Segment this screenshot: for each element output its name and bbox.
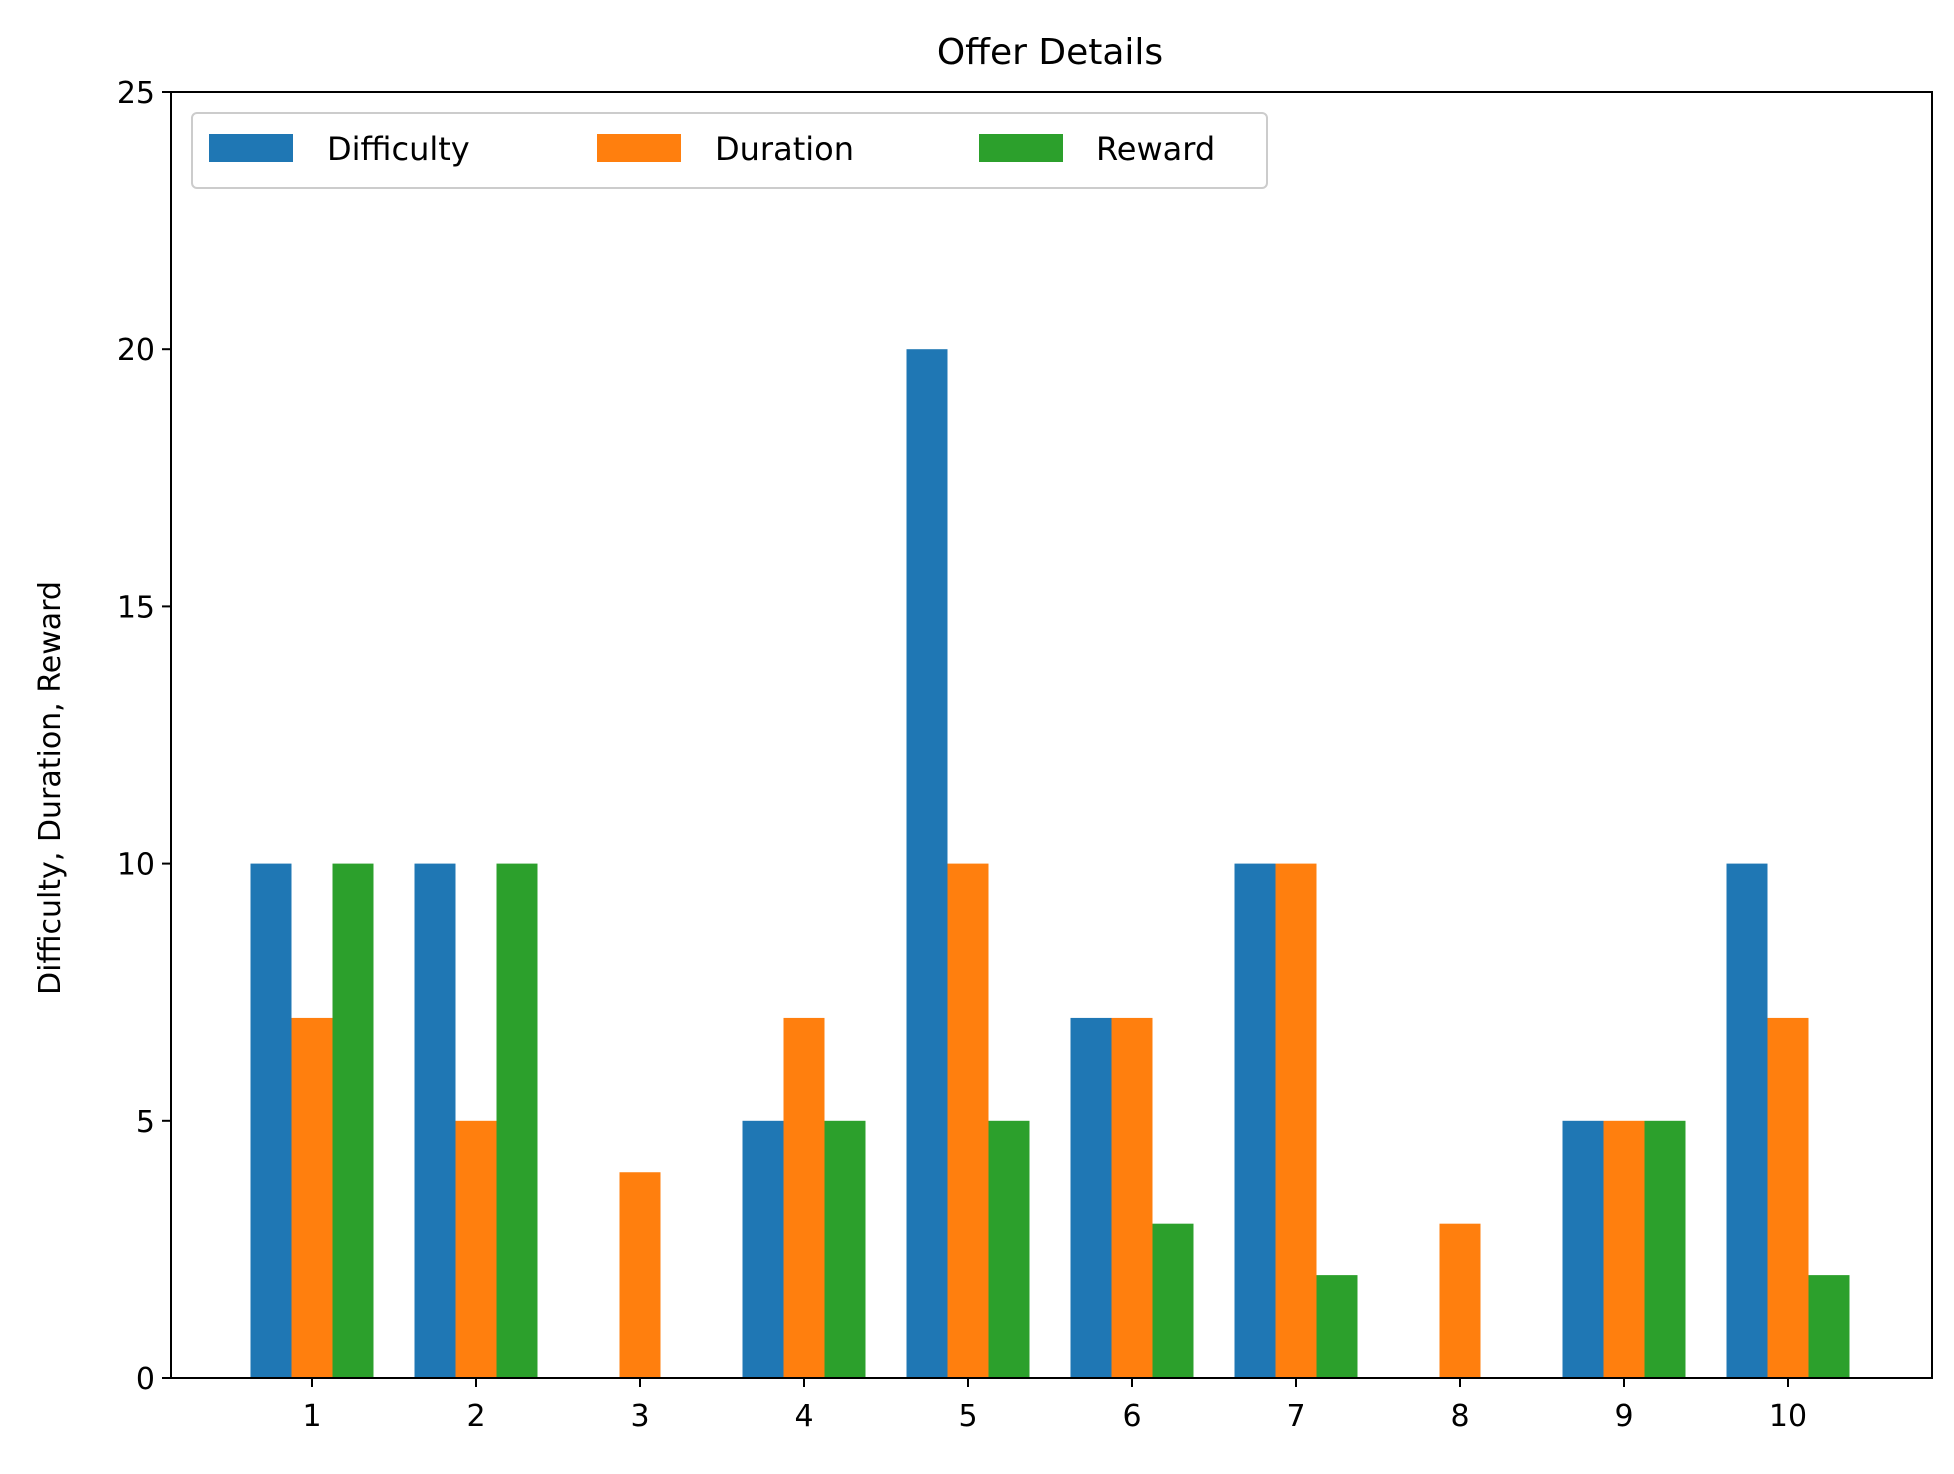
x-tick-label: 6 <box>1122 1399 1141 1434</box>
y-tick-label: 5 <box>136 1105 155 1140</box>
bar-difficulty-2 <box>414 863 456 1378</box>
x-tick-label: 3 <box>630 1399 649 1434</box>
bar-duration-1 <box>291 1017 333 1378</box>
bar-reward-6 <box>1152 1223 1194 1378</box>
legend-label-difficulty: Difficulty <box>327 130 470 168</box>
bar-reward-4 <box>824 1120 866 1378</box>
bar-reward-5 <box>988 1120 1030 1378</box>
x-tick-label: 7 <box>1286 1399 1305 1434</box>
bar-reward-1 <box>332 863 374 1378</box>
bar-difficulty-7 <box>1234 863 1276 1378</box>
chart-title: Offer Details <box>937 32 1163 73</box>
legend-label-reward: Reward <box>1096 130 1215 168</box>
y-tick-label: 0 <box>136 1362 155 1397</box>
bar-duration-2 <box>455 1120 497 1378</box>
legend: Difficulty Duration Reward <box>191 112 1268 189</box>
y-tick-label: 15 <box>117 590 155 625</box>
y-tick-label: 20 <box>117 333 155 368</box>
legend-swatch-duration <box>597 134 681 162</box>
x-tick-label: 9 <box>1614 1399 1633 1434</box>
bar-duration-3 <box>619 1172 661 1378</box>
y-axis-label: Difficulty, Duration, Reward <box>33 581 68 995</box>
x-tick-label: 1 <box>302 1399 321 1434</box>
y-tick-label: 10 <box>117 848 155 883</box>
y-ticks: 0 5 10 15 20 25 <box>117 76 171 1397</box>
x-tick-label: 4 <box>794 1399 813 1434</box>
bars-group <box>250 349 1850 1379</box>
bar-difficulty-4 <box>742 1120 784 1378</box>
x-tick-label: 2 <box>466 1399 485 1434</box>
x-tick-label: 8 <box>1450 1399 1469 1434</box>
legend-swatch-reward <box>979 134 1063 162</box>
bar-duration-10 <box>1767 1017 1809 1378</box>
x-tick-label: 10 <box>1769 1399 1807 1434</box>
bar-duration-8 <box>1439 1223 1481 1378</box>
bar-duration-9 <box>1603 1120 1645 1378</box>
bar-reward-7 <box>1316 1275 1358 1378</box>
bar-difficulty-9 <box>1562 1120 1604 1378</box>
bar-difficulty-6 <box>1070 1017 1112 1378</box>
bar-duration-5 <box>947 863 989 1378</box>
bar-duration-7 <box>1275 863 1317 1378</box>
bar-difficulty-5 <box>906 349 948 1379</box>
bar-duration-4 <box>783 1017 825 1378</box>
bar-duration-6 <box>1111 1017 1153 1378</box>
x-tick-label: 5 <box>958 1399 977 1434</box>
legend-label-duration: Duration <box>715 130 854 168</box>
x-ticks: 1 2 3 4 5 6 7 8 9 10 <box>302 1378 1807 1434</box>
bar-difficulty-10 <box>1726 863 1768 1378</box>
bar-reward-2 <box>496 863 538 1378</box>
y-tick-label: 25 <box>117 76 155 111</box>
bar-reward-9 <box>1644 1120 1686 1378</box>
bar-reward-10 <box>1808 1275 1850 1378</box>
plot-frame <box>170 91 1933 1379</box>
legend-swatch-difficulty <box>209 134 293 162</box>
bar-difficulty-1 <box>250 863 292 1378</box>
legend-box <box>191 112 1268 189</box>
